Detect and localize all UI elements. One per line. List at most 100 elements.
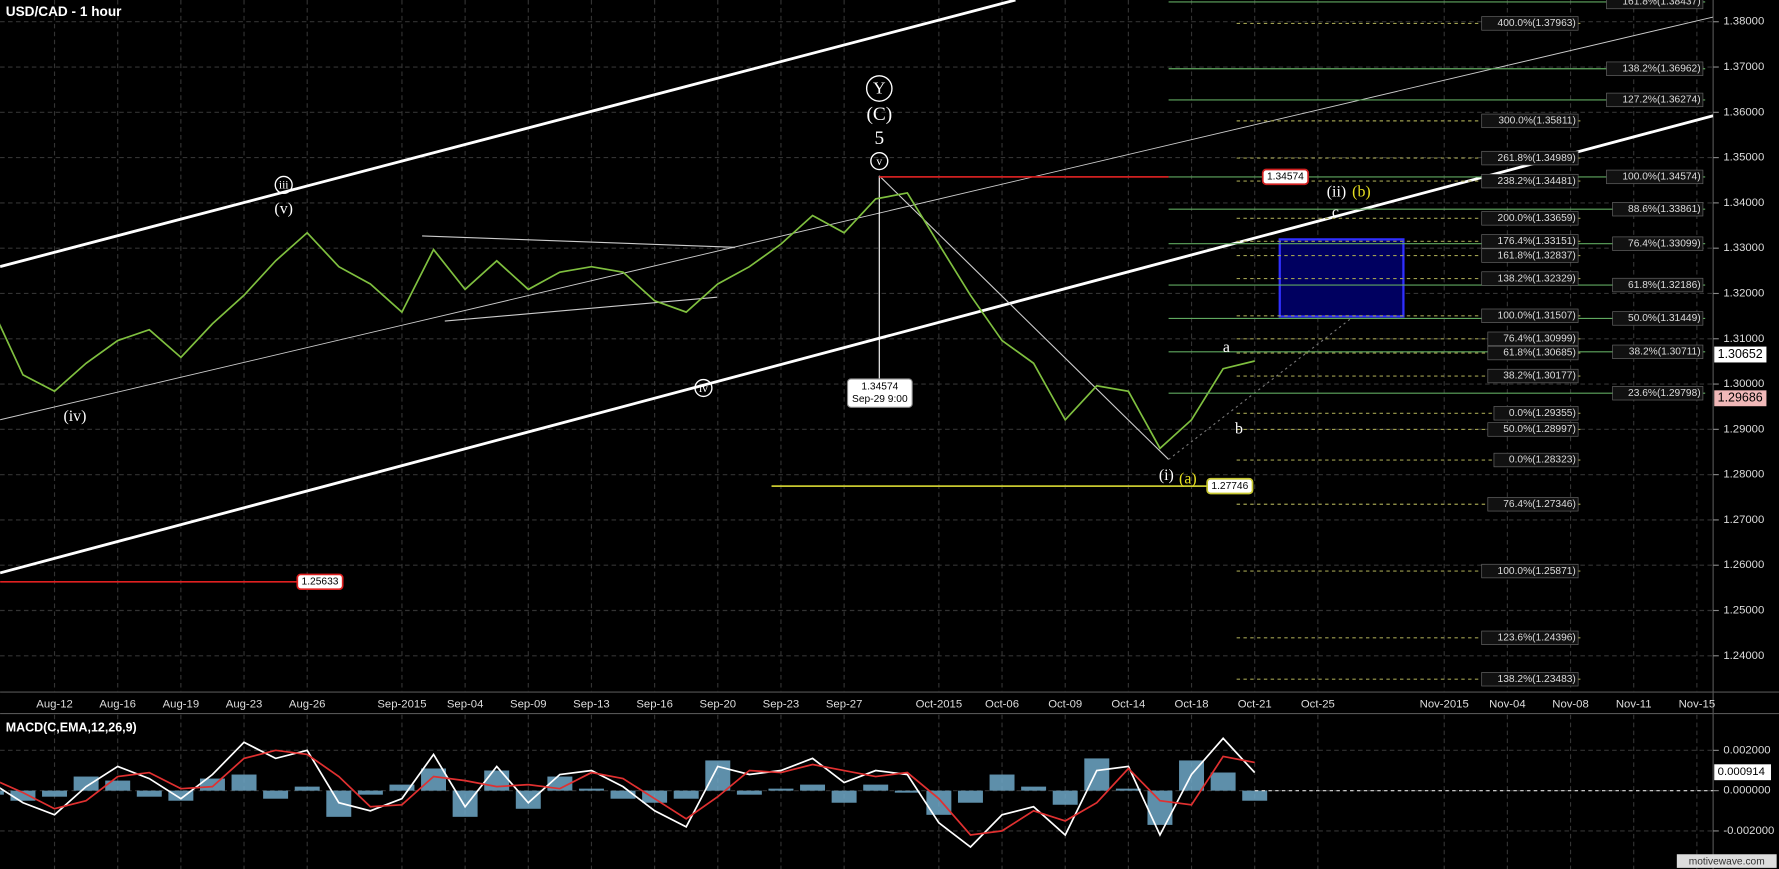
- x-tick-label: Sep-09: [510, 699, 547, 711]
- fib-label-box: [1487, 368, 1579, 384]
- macd-plot: [0, 737, 1268, 849]
- x-tick-label: Oct-21: [1238, 699, 1272, 711]
- x-tick-label: Oct-06: [985, 699, 1019, 711]
- x-tick-label: Sep-27: [826, 699, 863, 711]
- price-level-box: [1206, 477, 1254, 495]
- macd-histogram-bar: [1021, 786, 1047, 791]
- fib-label-box: [1493, 406, 1579, 421]
- projection-line: [1168, 277, 1404, 460]
- fib-label-box: [1481, 271, 1579, 286]
- fib-label: 138.2%(1.36962): [1622, 63, 1700, 74]
- wave-label: c: [1332, 204, 1339, 221]
- fib-label: 176.4%(1.33151): [1498, 236, 1576, 247]
- macd-tick-label: 0.002000: [1723, 744, 1770, 756]
- price-line: [0, 192, 1255, 450]
- fib-label: 100.0%(1.34574): [1622, 172, 1700, 183]
- x-tick-label: Oct-2015: [916, 699, 963, 711]
- x-tick-label: Nov-04: [1489, 699, 1526, 711]
- fib-label: 0.0%(1.28323): [1509, 455, 1576, 466]
- fib-label: 161.8%(1.32837): [1498, 250, 1576, 261]
- fib-label: 200.0%(1.33659): [1498, 213, 1576, 224]
- macd-histogram-bar: [957, 790, 983, 803]
- macd-histogram-bar: [831, 790, 857, 803]
- macd-histogram-bar: [73, 776, 99, 791]
- y-tick-label: 1.24000: [1723, 650, 1764, 662]
- price-tag-box: [1714, 390, 1767, 407]
- triangle-lower: [444, 296, 718, 322]
- x-tick-label: Sep-20: [700, 699, 737, 711]
- price-plot: [0, 0, 1714, 680]
- fib-label: 127.2%(1.36274): [1622, 95, 1700, 106]
- x-tick-label: Nov-15: [1679, 699, 1716, 711]
- macd-histogram-bar: [894, 790, 920, 793]
- macd-line: [0, 749, 1255, 836]
- fib-label-box: [1606, 61, 1704, 76]
- macd-histogram-bar: [989, 774, 1015, 791]
- fib-label-box: [1487, 345, 1579, 361]
- fib-label-box: [1481, 630, 1579, 646]
- y-tick-label: 1.30000: [1723, 378, 1764, 390]
- price-tag: 1.29686: [1718, 391, 1763, 405]
- y-tick-label: 1.38000: [1723, 16, 1764, 28]
- fib-label-box: [1612, 202, 1704, 217]
- price-level-label: 1.25633: [302, 577, 339, 588]
- fib-label: 0.0%(1.29355): [1509, 408, 1576, 419]
- x-tick-label: Aug-26: [289, 699, 326, 711]
- fib-label-box: [1487, 422, 1579, 437]
- chart-title: USD/CAD - 1 hour: [6, 4, 122, 19]
- macd-histogram-bar: [1115, 788, 1141, 791]
- wave-label: v: [876, 155, 882, 168]
- fib-label-box: [1481, 173, 1579, 189]
- wave-label: (ii): [1327, 183, 1346, 200]
- macd-histogram-bar: [105, 780, 131, 791]
- y-tick-label: 1.34000: [1723, 197, 1764, 209]
- price-tag-box: [1714, 346, 1767, 363]
- wave-label: (i): [1159, 467, 1174, 484]
- watermark-box: [1676, 854, 1777, 868]
- macd-value: 0.000914: [1718, 766, 1765, 778]
- channel-lower: [0, 114, 1714, 575]
- fib-label-box: [1606, 0, 1704, 10]
- y-tick-label: 1.35000: [1723, 152, 1764, 164]
- macd-histogram-bar: [863, 784, 889, 791]
- x-tick-label: Aug-23: [226, 699, 263, 711]
- y-tick-label: 1.36000: [1723, 106, 1764, 118]
- fib-label: 100.0%(1.31507): [1498, 311, 1576, 322]
- fib-label: 400.0%(1.37963): [1498, 18, 1576, 29]
- fib-label-box: [1481, 16, 1579, 31]
- y-tick-label: 1.28000: [1723, 469, 1764, 481]
- x-tick-label: Aug-12: [36, 699, 73, 711]
- fib-label: 100.0%(1.25871): [1498, 566, 1576, 577]
- fib-label-box: [1612, 311, 1704, 326]
- fib-label: 88.6%(1.33861): [1628, 204, 1701, 215]
- macd-histogram-bar: [673, 790, 699, 799]
- wave-label: b: [1235, 421, 1243, 438]
- fib-label: 50.0%(1.31449): [1628, 313, 1701, 324]
- triangle-upper: [422, 235, 736, 248]
- fib-label: 76.4%(1.33099): [1628, 238, 1701, 249]
- fib-label-box: [1606, 92, 1704, 108]
- price-level-box: [296, 573, 344, 591]
- macd-title: MACD(C,EMA,12,26,9): [6, 721, 137, 735]
- fib-label: 23.6%(1.29798): [1628, 388, 1701, 399]
- wave-label: 5: [874, 128, 884, 149]
- fib-label-box: [1481, 308, 1579, 323]
- x-tick-label: Sep-13: [573, 699, 610, 711]
- fib-label: 61.8%(1.32186): [1628, 280, 1701, 291]
- fib-label: 138.2%(1.23483): [1498, 674, 1576, 685]
- macd-histogram-bar: [263, 790, 289, 799]
- y-tick-label: 1.29000: [1723, 423, 1764, 435]
- fib-label-box: [1493, 452, 1579, 468]
- x-tick-label: Nov-11: [1616, 699, 1652, 711]
- y-tick-label: 1.31000: [1723, 333, 1764, 345]
- wave-label: (C): [866, 104, 892, 125]
- macd-histogram-bar: [1052, 790, 1078, 805]
- price-level-label: 1.27746: [1211, 481, 1248, 492]
- macd-histogram-bar: [357, 790, 383, 795]
- macd-tick-label: -0.002000: [1723, 825, 1774, 837]
- fib-label-box: [1612, 236, 1704, 251]
- x-tick-label: Sep-16: [636, 699, 673, 711]
- x-tick-label: Nov-08: [1552, 699, 1589, 711]
- macd-histogram-bar: [421, 768, 447, 791]
